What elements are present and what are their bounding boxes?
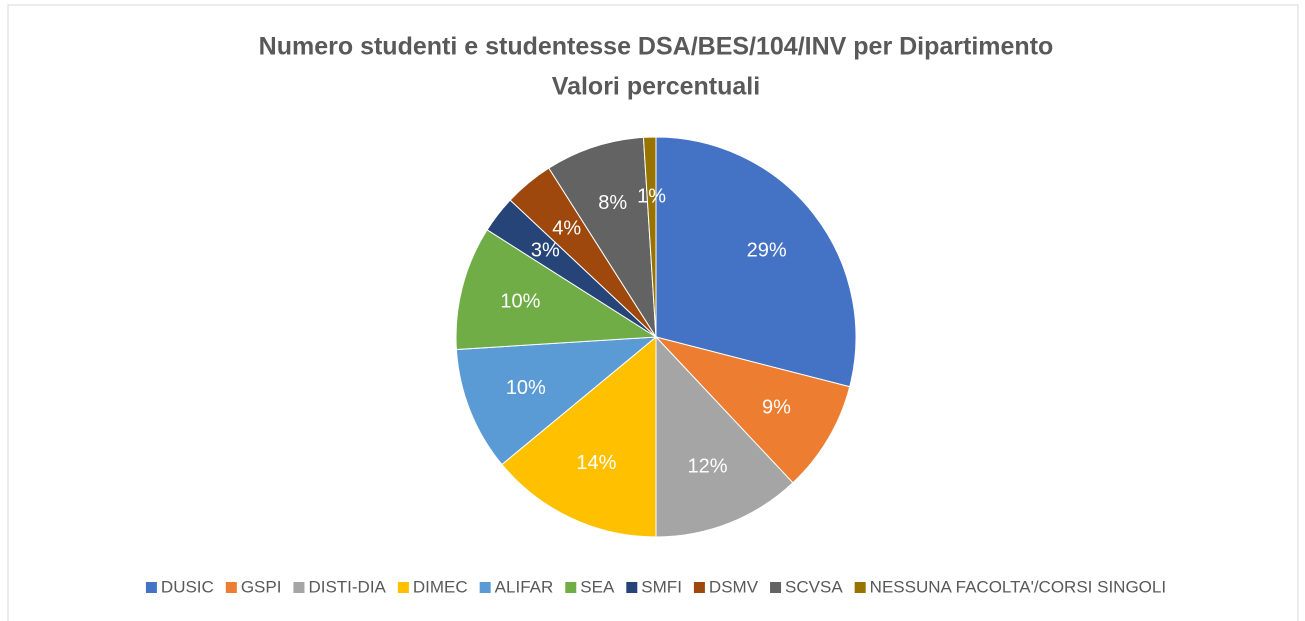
data-label: 29% [747, 239, 787, 261]
data-label: 1% [637, 185, 666, 207]
legend-swatch [397, 582, 409, 593]
legend-swatch [293, 582, 305, 593]
pie-slice [455, 336, 658, 466]
data-label: 8% [598, 192, 627, 214]
legend-label: GSPI [241, 577, 282, 596]
pie-slice [455, 229, 658, 351]
legend-swatch [770, 582, 782, 593]
pie-slice [654, 336, 851, 484]
legend-label: SMFI [641, 577, 682, 596]
data-label: 10% [506, 377, 546, 399]
legend-swatch [626, 582, 638, 593]
pie-slice [642, 136, 657, 338]
pie-slice [655, 136, 857, 388]
pie-slice [655, 335, 794, 538]
legend-swatch [225, 582, 237, 593]
legend: DUSIC GSPI DISTI-DIA DIMEC ALIFAR SEA SMFI DSMV… [145, 577, 1166, 596]
data-label: 4% [552, 217, 581, 239]
legend-swatch [565, 582, 577, 593]
data-label: 3% [531, 239, 560, 261]
legend-swatch [854, 582, 866, 593]
legend-swatch [145, 582, 157, 593]
pie-slice [501, 335, 657, 538]
legend-label: ALIFAR [495, 577, 554, 596]
legend-label: SCVSA [785, 577, 843, 596]
chart-title: Numero studenti e studentesse DSA/BES/10… [259, 33, 1054, 61]
legend-label: DUSIC [161, 577, 214, 596]
legend-label: SEA [580, 577, 615, 596]
legend-label: DSMV [709, 577, 759, 596]
legend-label: DIMEC [413, 577, 468, 596]
legend-swatch [479, 582, 491, 593]
legend-label: DISTI-DIA [308, 577, 386, 596]
data-label: 9% [762, 397, 791, 419]
legend-swatch [693, 582, 705, 593]
chart-subtitle: Valori percentuali [552, 73, 760, 101]
data-label: 10% [500, 290, 540, 312]
legend-label: NESSUNA FACOLTA'/CORSI SINGOLI [870, 577, 1166, 596]
data-label: 14% [576, 452, 616, 474]
data-label: 12% [688, 455, 728, 477]
pie-slice [548, 136, 657, 338]
